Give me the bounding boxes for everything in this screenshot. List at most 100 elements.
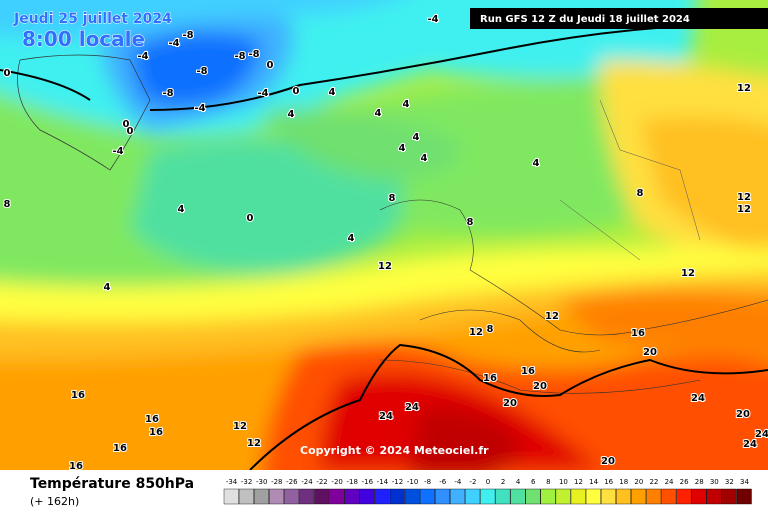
colorbar-tick: -16 bbox=[362, 478, 374, 486]
contour-label: -4 bbox=[137, 51, 148, 62]
contour-label: -4 bbox=[257, 88, 268, 99]
color-swatch bbox=[495, 488, 511, 505]
contour-label: 4 bbox=[399, 143, 406, 154]
colorbar-tick: 22 bbox=[649, 478, 658, 486]
color-swatch bbox=[600, 488, 616, 505]
contour-label: 4 bbox=[403, 99, 410, 110]
colorbar-tick: 24 bbox=[665, 478, 674, 486]
colorbar-tick: 2 bbox=[501, 478, 505, 486]
colorbar-tick: -18 bbox=[347, 478, 358, 486]
contour-label: 4 bbox=[375, 108, 382, 119]
colorbar-tick: 28 bbox=[695, 478, 704, 486]
color-swatch bbox=[238, 488, 254, 505]
contour-label: 0 bbox=[267, 60, 274, 71]
run-box bbox=[470, 8, 768, 29]
contour-label: 8 bbox=[487, 324, 494, 335]
contour-label: -4 bbox=[112, 146, 123, 157]
map-time: 8:00 locale bbox=[22, 27, 145, 51]
contour-label: 12 bbox=[737, 204, 751, 215]
colorbar-tick: -34 bbox=[226, 478, 238, 486]
run-info: Run GFS 12 Z du Jeudi 18 juillet 2024 bbox=[480, 14, 690, 25]
contour-label: 4 bbox=[329, 87, 336, 98]
colorbar-tick: 12 bbox=[574, 478, 583, 486]
color-swatch bbox=[389, 488, 405, 505]
colorbar-tick: -12 bbox=[392, 478, 403, 486]
color-swatch bbox=[299, 488, 315, 505]
colorbar-tick: -4 bbox=[454, 478, 462, 486]
colorbar-tick: 30 bbox=[710, 478, 719, 486]
contour-label: 20 bbox=[736, 409, 750, 420]
colorbar-tick: -32 bbox=[241, 478, 252, 486]
contour-label: 4 bbox=[348, 233, 355, 244]
contour-label: 12 bbox=[233, 421, 247, 432]
color-swatch bbox=[480, 488, 496, 505]
colorbar-tick: -6 bbox=[439, 478, 447, 486]
colorbar-tick: -22 bbox=[316, 478, 327, 486]
copyright: Copyright © 2024 Meteociel.fr bbox=[300, 444, 489, 457]
color-swatch bbox=[404, 488, 420, 505]
contour-label: -8 bbox=[196, 66, 207, 77]
contour-label: 16 bbox=[145, 414, 159, 425]
contour-label: 0 bbox=[293, 86, 300, 97]
color-swatch bbox=[253, 488, 269, 505]
colorbar-tick: -28 bbox=[271, 478, 282, 486]
color-swatch bbox=[661, 488, 677, 505]
colorbar-tick: -24 bbox=[301, 478, 313, 486]
colorbar-tick: 34 bbox=[740, 478, 749, 486]
contour-label: 8 bbox=[389, 193, 396, 204]
contour-label: 24 bbox=[743, 439, 757, 450]
contour-label: 20 bbox=[503, 398, 517, 409]
colorbar-tick: -10 bbox=[407, 478, 418, 486]
colorbar-tick: -14 bbox=[377, 478, 389, 486]
contour-label: 4 bbox=[288, 109, 295, 120]
color-swatch bbox=[284, 488, 300, 505]
contour-label: 20 bbox=[533, 381, 547, 392]
color-swatch bbox=[314, 488, 330, 505]
color-swatch bbox=[570, 488, 586, 505]
colorbar-tick: 8 bbox=[546, 478, 550, 486]
colorbar-tick: 16 bbox=[604, 478, 613, 486]
contour-label: 4 bbox=[421, 153, 428, 164]
contour-label: 16 bbox=[71, 390, 85, 401]
contour-label: 12 bbox=[737, 83, 751, 94]
color-swatch bbox=[525, 488, 541, 505]
color-swatch bbox=[269, 488, 285, 505]
contour-label: 16 bbox=[521, 366, 535, 377]
color-swatch bbox=[646, 488, 662, 505]
color-swatch bbox=[510, 488, 526, 505]
colorbar-tick: 14 bbox=[589, 478, 598, 486]
contour-label: 24 bbox=[405, 402, 419, 413]
colorbar-tick: -20 bbox=[331, 478, 342, 486]
map-date: Jeudi 25 juillet 2024 bbox=[13, 11, 172, 27]
color-swatch bbox=[721, 488, 737, 505]
contour-label: -8 bbox=[182, 30, 193, 41]
contour-label: 12 bbox=[737, 192, 751, 203]
color-swatch bbox=[736, 488, 752, 505]
contour-label: 8 bbox=[467, 217, 474, 228]
colorbar-tick: 32 bbox=[725, 478, 734, 486]
contour-label: 20 bbox=[601, 456, 615, 467]
contour-label: 24 bbox=[691, 393, 705, 404]
color-swatch bbox=[631, 488, 647, 505]
colorbar-tick: -30 bbox=[256, 478, 267, 486]
contour-label: -8 bbox=[234, 51, 245, 62]
contour-label: 12 bbox=[469, 327, 483, 338]
color-swatch bbox=[585, 488, 601, 505]
colorbar-tick: 20 bbox=[634, 478, 643, 486]
contour-label: 8 bbox=[4, 199, 11, 210]
contour-label: 0 bbox=[127, 126, 134, 137]
contour-label: 16 bbox=[631, 328, 645, 339]
contour-label: 4 bbox=[178, 204, 185, 215]
footer-title: Température 850hPa bbox=[30, 476, 194, 492]
colorbar-tick: 10 bbox=[559, 478, 568, 486]
contour-label: 0 bbox=[123, 119, 130, 130]
colorbar: -34 -32 -30 -28 -26 -24 -22 -20 -18 -16 -14 -12 -10-… bbox=[223, 478, 752, 505]
contour-label: 12 bbox=[545, 311, 559, 322]
color-swatch bbox=[706, 488, 722, 505]
contour-label: 24 bbox=[379, 411, 393, 422]
contour-label: 8 bbox=[637, 188, 644, 199]
color-swatch bbox=[419, 488, 435, 505]
